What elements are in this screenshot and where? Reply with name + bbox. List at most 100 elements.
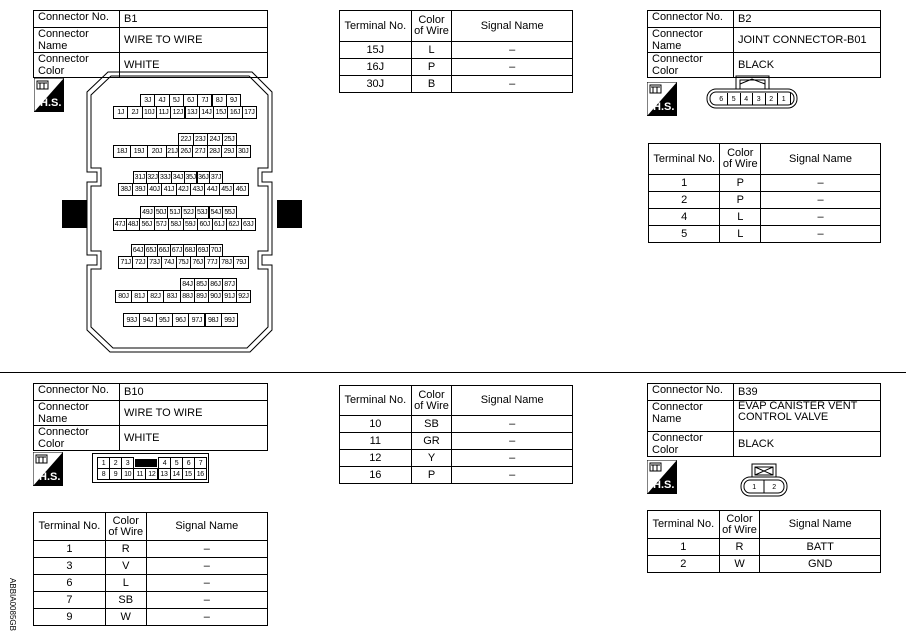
terminal-cavity: 12J [170,106,186,119]
b2-terminal-table: Terminal No. Color of Wire Signal Name 1 P –2… [647,143,881,243]
hs-label: H.S. [40,97,62,109]
terminal-cavity: 99J [220,313,239,327]
terminal-cavity: 77J [204,256,220,269]
header-row: Terminal No. Color of Wire Signal Name [339,10,573,42]
column-header: Color of Wire [104,512,147,541]
terminal-cavity: 94J [139,313,157,327]
terminal-cavity: 17J [241,106,257,119]
terminal-cavity: 89J [194,290,209,303]
wire-color: GR [410,432,453,450]
wire-color: SB [410,415,453,433]
terminal-cavity: 1 [778,93,791,105]
terminal-cavity: 58J [168,218,184,231]
terminal-cavity: 40J [146,183,163,196]
terminal-cavity: 95J [155,313,173,327]
figure-code: ABBIA0085GB [7,578,17,631]
wire-color: R [104,540,147,558]
table-row: 16J P – [339,58,573,76]
terminal-cavity: 83J [163,290,181,303]
column-header: Terminal No. [647,510,720,539]
harness-side-icon: H.S. [646,81,678,117]
wire-color: L [410,41,453,59]
signal-name: – [451,41,573,59]
terminal-cavity: 44J [204,183,220,196]
info-label: Connector Name [33,400,120,426]
terminal-no: 4 [647,208,721,226]
terminal-cavity: 59J [182,218,198,231]
harness-side-icon: H.S. [33,77,65,113]
info-value: B39 [733,383,881,401]
info-row: Connector Name EVAP CANISTER VENT CONTROL… [647,400,881,432]
terminal-cavity: 98J [204,313,222,327]
wire-color: P [410,58,453,76]
terminal-cavity: 14J [198,106,215,119]
column-header: Terminal No. [33,512,106,541]
signal-name: – [760,208,881,226]
terminal-no: 9 [33,608,106,626]
table-row: 11 GR – [339,432,573,450]
column-header: Signal Name [760,143,881,175]
terminal-no: 6 [33,574,106,592]
terminal-cavity: 14 [169,468,183,480]
terminal-cavity: 11 [133,468,147,480]
column-header: Terminal No. [339,385,412,416]
info-row: Connector Color WHITE [33,52,268,78]
terminal-no: 7 [33,591,106,609]
column-header: Signal Name [451,385,573,416]
terminal-cavity: 75J [175,256,191,269]
column-header: Color of Wire [718,510,761,539]
signal-name: BATT [759,538,881,556]
signal-name: – [145,591,269,609]
info-row: Connector Color WHITE [33,425,268,451]
terminal-no: 11 [339,432,412,450]
wire-color: R [718,538,761,556]
terminal-cavity: 10J [141,106,157,119]
terminal-cavity: 13J [184,106,200,119]
terminal-cavity: 72J [132,256,148,269]
terminal-cavity: 6 [715,93,728,105]
terminal-cavity: 18J [113,145,131,158]
terminal-cavity: 57J [153,218,169,231]
terminal-no: 15J [339,41,412,59]
terminal-cavity: 90J [208,290,223,303]
info-value: WHITE [119,52,268,78]
info-value: B10 [119,383,268,401]
column-header: Color of Wire [410,10,453,42]
table-row: 7 SB – [33,591,269,609]
table-row: 2 P – [647,191,881,209]
signal-name: – [451,58,573,76]
table-row: 16 P – [339,466,573,484]
info-row: Connector No. B10 [33,383,268,401]
signal-name: – [760,174,881,192]
terminal-no: 1 [647,174,721,192]
terminal-no: 16J [339,58,412,76]
terminal-cavity: 20J [147,145,167,158]
signal-name: – [451,466,573,484]
signal-name: – [451,415,573,433]
terminal-cavity: 48J [126,218,140,231]
terminal-cavity: 88J [180,290,195,303]
terminal-cavity: 80J [115,290,132,303]
table-row: 15J L – [339,41,573,59]
info-value: B2 [733,10,881,28]
b1-info-table: Connector No. B1 Connector Name WIRE TO WIR… [33,10,268,78]
b39-terminal-table: Terminal No. Color of Wire Signal Name 1 R BA… [647,510,881,573]
signal-name: – [145,540,269,558]
terminal-cavity: 2J [127,106,143,119]
terminal-cavity: 8 [97,468,110,480]
table-row: 30J B – [339,75,573,93]
wire-color: V [104,557,147,575]
terminal-cavity: 47J [113,218,127,231]
table-row: 4 L – [647,208,881,226]
info-row: Connector Color BLACK [647,431,881,457]
wire-color: B [410,75,453,93]
table-row: 1 R – [33,540,269,558]
signal-name: – [760,225,881,243]
terminal-cavity: 78J [218,256,235,269]
info-label: Connector Color [33,52,120,78]
terminal-cavity: 42J [175,183,191,196]
terminal-cavity: 46J [233,183,249,196]
signal-name: – [145,557,269,575]
